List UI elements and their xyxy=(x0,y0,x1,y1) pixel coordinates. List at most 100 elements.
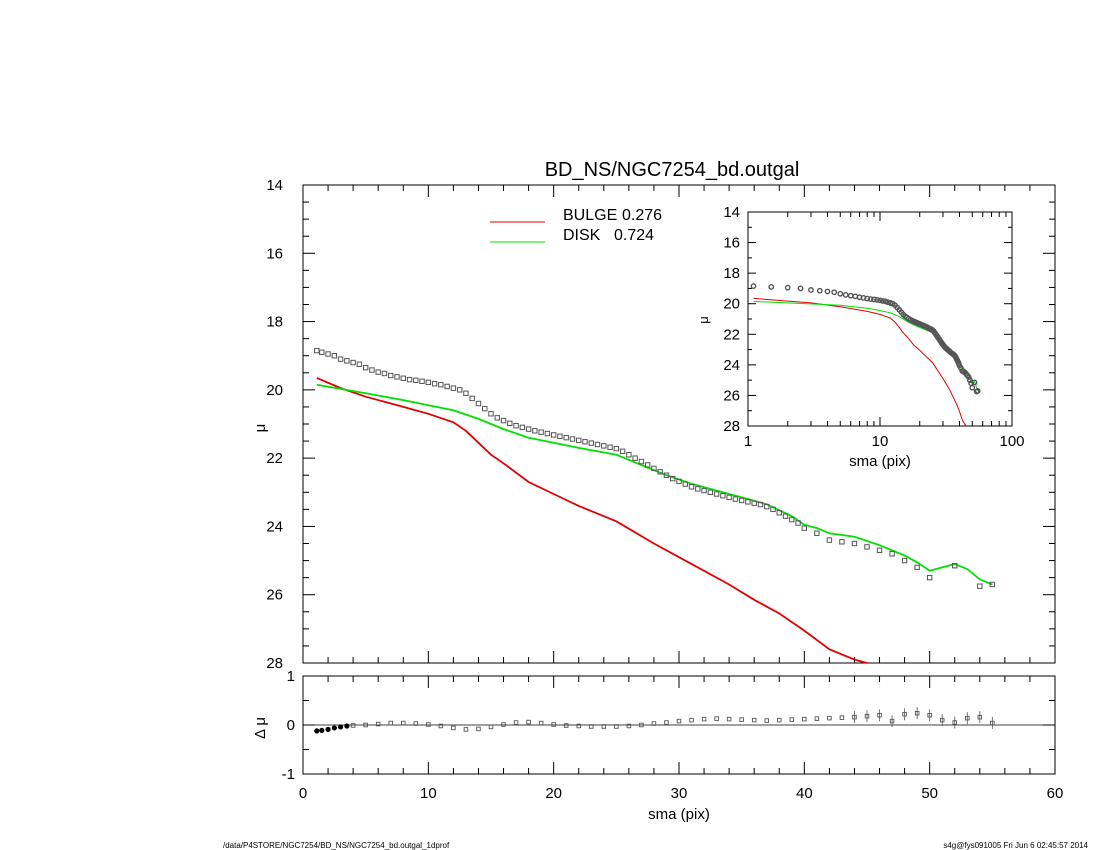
residual-x-tick-label: 20 xyxy=(545,785,562,802)
data-point xyxy=(344,358,350,364)
inset-y-tick-label: 22 xyxy=(723,326,740,343)
residual-point xyxy=(363,722,368,728)
main-y-tick-label: 28 xyxy=(266,655,283,672)
data-point xyxy=(563,434,569,441)
data-point xyxy=(876,547,883,554)
residual-point xyxy=(325,726,331,733)
data-point xyxy=(707,489,714,495)
data-point xyxy=(319,349,325,356)
residual-point xyxy=(914,710,920,716)
data-point xyxy=(657,469,663,475)
inset-x-axis: 1 10 100 xyxy=(744,212,1025,450)
main-y-tick-label: 18 xyxy=(266,314,283,331)
inset-data-point xyxy=(842,291,849,298)
legend: BULGE 0.276 DISK 0.724 xyxy=(490,207,662,244)
legend-label-bulge: BULGE xyxy=(563,207,617,224)
residual-point xyxy=(789,717,795,722)
main-panel: 14 16 18 20 22 24 26 28 μ BULGE 0.276 DISK 0.724 xyxy=(252,177,1056,672)
inset-panel: 14 16 18 20 22 24 26 28 1 10 100 μ sma (pix) xyxy=(696,204,1025,470)
inset-data-point xyxy=(967,377,973,384)
inset-series-group xyxy=(750,283,981,427)
data-point xyxy=(782,513,789,519)
inset-data-point xyxy=(969,384,976,391)
data-point xyxy=(814,530,820,536)
inset-x-tick-label: 10 xyxy=(872,433,889,450)
data-point xyxy=(644,462,651,468)
residual-point xyxy=(331,725,337,731)
residual-point xyxy=(614,724,619,729)
inset-x-tick-label: 1 xyxy=(744,433,752,450)
inset-y-tick-label: 16 xyxy=(723,235,740,252)
data-point xyxy=(632,455,638,461)
residual-point xyxy=(350,723,356,728)
data-point xyxy=(314,347,320,354)
data-point xyxy=(362,364,369,371)
main-y-tick-label: 16 xyxy=(266,245,283,262)
residual-panel: 10-1 0 10 20 30 40 50 60 Δ μ sma (pix) xyxy=(252,668,1063,823)
main-series-group xyxy=(314,347,996,664)
residual-point xyxy=(463,727,469,732)
data-point xyxy=(726,494,732,501)
residual-point xyxy=(501,722,506,727)
residual-point xyxy=(526,719,531,725)
data-point xyxy=(582,439,588,445)
data-point xyxy=(500,417,507,424)
residual-point xyxy=(689,717,694,723)
inset-data-point xyxy=(831,289,838,296)
inset-line-bulge xyxy=(753,297,967,427)
inset-x-axis-label: sma (pix) xyxy=(849,453,911,470)
data-point xyxy=(381,370,388,377)
residual-point xyxy=(551,722,556,727)
data-point xyxy=(507,420,513,427)
data-point xyxy=(331,353,338,359)
inset-data-point xyxy=(882,298,889,305)
data-point xyxy=(720,493,726,499)
inset-x-tick-label: 100 xyxy=(999,433,1024,450)
data-point xyxy=(826,537,833,543)
data-point xyxy=(482,405,488,412)
residual-point xyxy=(726,716,732,722)
data-point xyxy=(801,525,808,531)
residual-point xyxy=(589,724,594,729)
data-point xyxy=(569,436,576,442)
data-point xyxy=(488,411,494,417)
data-point xyxy=(795,520,801,526)
data-point xyxy=(337,356,344,362)
residual-point xyxy=(777,717,782,723)
data-point xyxy=(952,562,958,569)
inset-y-axis-label: μ xyxy=(696,316,711,324)
data-point xyxy=(513,423,519,429)
data-point xyxy=(670,475,676,482)
inset-y-tick-label: 18 xyxy=(723,265,740,282)
residual-point xyxy=(576,723,581,729)
main-y-tick-label: 14 xyxy=(266,177,283,194)
data-point xyxy=(369,367,375,373)
data-point xyxy=(469,395,475,402)
inset-data-point xyxy=(874,296,880,303)
data-point xyxy=(456,387,463,393)
data-point xyxy=(901,557,908,564)
residual-x-tick-label: 10 xyxy=(420,785,437,802)
inset-y-tick-label: 24 xyxy=(723,357,740,374)
residual-point xyxy=(601,724,607,729)
data-point xyxy=(601,443,607,449)
data-point xyxy=(926,574,933,581)
residual-point xyxy=(651,721,657,726)
data-point xyxy=(977,583,983,589)
data-point xyxy=(519,424,526,431)
inset-data-point xyxy=(808,287,814,293)
data-point xyxy=(638,458,645,465)
data-point xyxy=(651,465,657,472)
residual-point xyxy=(314,728,320,734)
inset-data-point xyxy=(797,285,804,292)
residual-y-tick-label: 0 xyxy=(287,717,295,734)
data-point xyxy=(619,448,626,455)
data-point xyxy=(419,378,425,385)
residual-point xyxy=(338,724,344,730)
data-point xyxy=(350,359,356,366)
residual-point xyxy=(877,712,882,718)
main-y-tick-label: 26 xyxy=(266,587,283,604)
residual-point xyxy=(965,715,970,721)
residual-point xyxy=(639,722,644,728)
residual-x-axis-label: sma (pix) xyxy=(648,806,710,823)
